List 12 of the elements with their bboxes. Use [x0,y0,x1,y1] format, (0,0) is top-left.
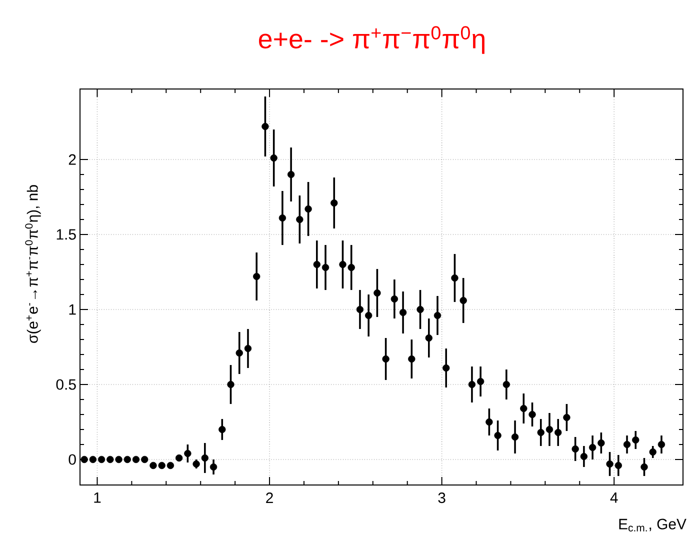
chart-title: e+e- -> π$^{+}$π$^{−}$π$^{0}$π$^{0}$η [258,26,484,54]
x-tick-label: 2 [266,492,273,503]
x-tick-label: 3 [438,492,446,504]
x-tick-label: 1 [94,492,101,503]
y-tick-label: 1 [69,304,76,315]
text: σ(e$^{+}$e$^{-}$→π$^{+}$π$^{-}$π$^{0}$π$^{0}$η), nb [25,185,41,343]
y-tick-label: 1.5 [56,229,76,240]
x-tick-label: 4 [610,492,618,503]
y-tick-label: 2 [68,154,76,165]
y-tick-label: 0.5 [56,379,76,390]
y-tick-label: 0 [68,454,76,465]
x-axis-title: E$_{c.m.}$, GeV [619,518,686,532]
